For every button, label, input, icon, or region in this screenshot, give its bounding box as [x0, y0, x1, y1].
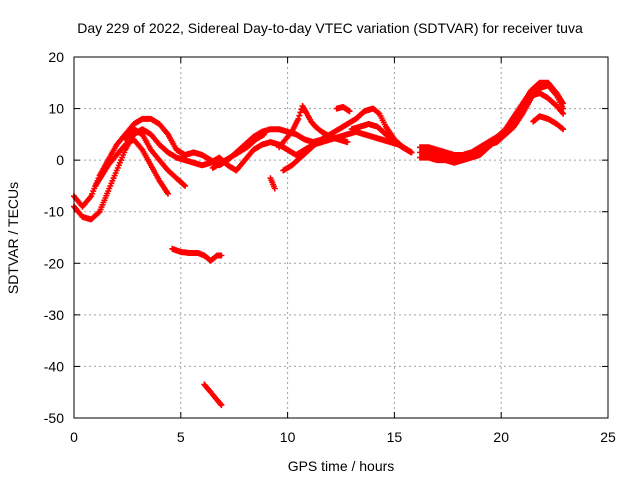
data-series-track-n: [530, 113, 567, 133]
y-tick-label: 0: [56, 152, 64, 168]
data-series-track-m: [417, 90, 567, 164]
y-tick-label: -30: [44, 307, 64, 323]
y-tick-labels: 20 10 0 -10 -20 -30 -40 -50: [44, 49, 64, 426]
y-tick-label: 10: [48, 101, 64, 117]
data-series-track-o: [169, 245, 225, 264]
y-axis-label: SDTVAR / TECUs: [5, 182, 21, 294]
y-tick-label: 20: [48, 49, 64, 65]
x-tick-label: 15: [387, 429, 403, 445]
data-series-track-j: [267, 175, 278, 192]
plot-frame: [73, 56, 609, 419]
x-tick-label: 0: [70, 429, 78, 445]
data-series-track-g: [280, 139, 321, 174]
data-series-track-p: [201, 381, 225, 409]
x-tick-label: 25: [600, 429, 616, 445]
x-tick-label: 5: [177, 429, 185, 445]
grid-lines: [74, 57, 608, 418]
data-series-track-e: [209, 131, 268, 171]
data-series-track-c: [92, 136, 171, 197]
chart-title: Day 229 of 2022, Sidereal Day-to-day VTE…: [77, 20, 583, 36]
y-tick-label: -20: [44, 255, 64, 271]
data-series-track-f: [276, 103, 351, 151]
data-series-track-d: [122, 126, 189, 189]
data-series-track-i: [348, 121, 415, 156]
x-axis-label: GPS time / hours: [288, 458, 395, 474]
x-tick-label: 10: [280, 429, 296, 445]
x-tick-labels: 0 5 10 15 20 25: [70, 429, 616, 445]
data-points: [71, 79, 567, 409]
y-tick-label: -50: [44, 410, 64, 426]
y-tick-label: -10: [44, 204, 64, 220]
data-series-track-h: [333, 104, 353, 115]
y-tick-label: -40: [44, 358, 64, 374]
axis-ticks: [73, 56, 609, 419]
x-tick-label: 20: [493, 429, 509, 445]
